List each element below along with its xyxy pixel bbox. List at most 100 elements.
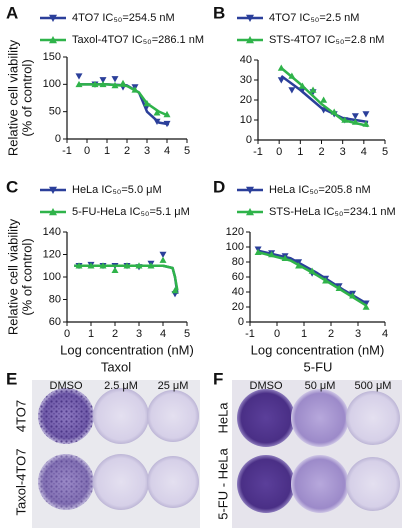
data-point: [277, 64, 285, 71]
data-point: [119, 79, 127, 87]
x-tick-label: -1: [62, 145, 72, 157]
data-point: [254, 248, 262, 256]
y-tick-label: 80: [49, 293, 61, 305]
column-label: 2.5 μM: [104, 380, 138, 392]
well: [237, 455, 295, 513]
x-axis-label: Log concentration (nM): [60, 342, 194, 357]
legend-label: STS-HeLa IC₅₀=234.1 nM: [269, 206, 396, 218]
photo-title: Taxol: [101, 359, 131, 374]
data-point: [362, 303, 370, 310]
data-point: [288, 87, 296, 94]
legend-label: STS-4TO7 IC₅₀=2.8 nM: [269, 34, 384, 46]
x-tick-label: 2: [328, 328, 334, 340]
x-tick-label: 3: [355, 328, 361, 340]
x-tick-label: 3: [144, 145, 150, 157]
well: [237, 389, 295, 447]
data-point: [159, 251, 167, 258]
y-tick-label: 20: [232, 301, 244, 313]
panel-label: C: [6, 177, 18, 196]
y-tick-label: 30: [240, 74, 252, 86]
well: [93, 454, 149, 510]
panel-label: D: [213, 177, 225, 196]
data-point: [153, 109, 161, 116]
data-point: [143, 99, 151, 107]
well-texture: [38, 454, 94, 510]
well: [147, 390, 199, 442]
x-tick-label: 0: [276, 146, 282, 158]
data-point: [281, 254, 289, 262]
data-point: [295, 262, 303, 269]
data-point: [131, 86, 139, 93]
y-tick-label: 100: [226, 241, 244, 253]
data-point: [99, 262, 107, 269]
x-tick-label: 4: [382, 328, 388, 340]
data-point: [111, 266, 119, 274]
data-point: [341, 116, 349, 123]
legend-label: HeLa IC₅₀=205.8 nM: [269, 184, 371, 196]
legend-marker: [246, 186, 254, 194]
panel-label: E: [6, 369, 17, 388]
x-tick-label: 3: [340, 146, 346, 158]
legend-label: 4TO7 IC₅₀=2.5 nM: [269, 12, 359, 24]
data-point: [171, 287, 179, 294]
y-tick-label: 0: [55, 133, 61, 145]
data-point: [87, 262, 95, 269]
legend-marker: [246, 36, 254, 44]
data-point: [298, 82, 306, 89]
y-tick-label: 140: [43, 226, 61, 238]
x-tick-label: 0: [84, 145, 90, 157]
fit-curve: [79, 83, 170, 126]
well: [346, 391, 400, 445]
data-point: [91, 80, 99, 88]
data-point: [163, 110, 171, 118]
x-tick-label: 2: [112, 328, 118, 340]
x-tick-label: 1: [88, 328, 94, 340]
y-axis-label: (% of control): [19, 238, 34, 315]
data-point: [351, 118, 359, 125]
y-tick-label: 100: [43, 271, 61, 283]
fit-curve: [74, 264, 179, 295]
y-axis-label: (% of control): [19, 59, 34, 136]
x-tick-label: 1: [104, 145, 110, 157]
y-tick-label: 0: [246, 134, 252, 146]
data-point: [335, 284, 343, 292]
data-point: [308, 267, 316, 274]
row-label: HeLa: [215, 402, 230, 434]
data-point: [147, 262, 155, 269]
legend-label: Taxol-4TO7 IC₅₀=286.1 nM: [72, 34, 204, 46]
legend-marker: [246, 208, 254, 216]
legend-marker: [49, 14, 57, 22]
data-point: [111, 81, 119, 89]
data-point: [320, 96, 328, 103]
y-tick-label: 150: [43, 51, 61, 63]
data-point: [99, 77, 107, 84]
panel-label: A: [6, 3, 18, 22]
column-label: DMSO: [250, 380, 283, 392]
y-tick-label: 60: [232, 271, 244, 283]
data-point: [330, 108, 338, 115]
y-tick-label: 120: [43, 248, 61, 260]
data-point: [351, 113, 359, 120]
legend-label: HeLa IC₅₀=5.0 μM: [72, 184, 162, 196]
y-tick-label: 40: [240, 54, 252, 66]
fit-curve: [79, 83, 170, 118]
row-label: 5-FU - HeLa: [215, 447, 230, 519]
y-tick-label: 50: [49, 106, 61, 118]
well: [147, 456, 199, 508]
data-point: [75, 80, 83, 88]
x-tick-label: 2: [318, 146, 324, 158]
x-tick-label: 5: [184, 145, 190, 157]
data-point: [75, 73, 83, 80]
column-label: DMSO: [50, 380, 83, 392]
data-point: [288, 72, 296, 79]
fit-curve: [74, 264, 179, 291]
data-point: [362, 111, 370, 118]
well: [291, 455, 349, 513]
data-point: [320, 107, 328, 114]
legend-marker: [49, 36, 57, 44]
row-label: Taxol-4TO7: [13, 449, 28, 516]
legend-label: 4TO7 IC₅₀=254.5 nM: [72, 12, 175, 24]
y-axis-label: Relative cell viability: [5, 39, 20, 156]
panel-label: B: [213, 3, 225, 22]
